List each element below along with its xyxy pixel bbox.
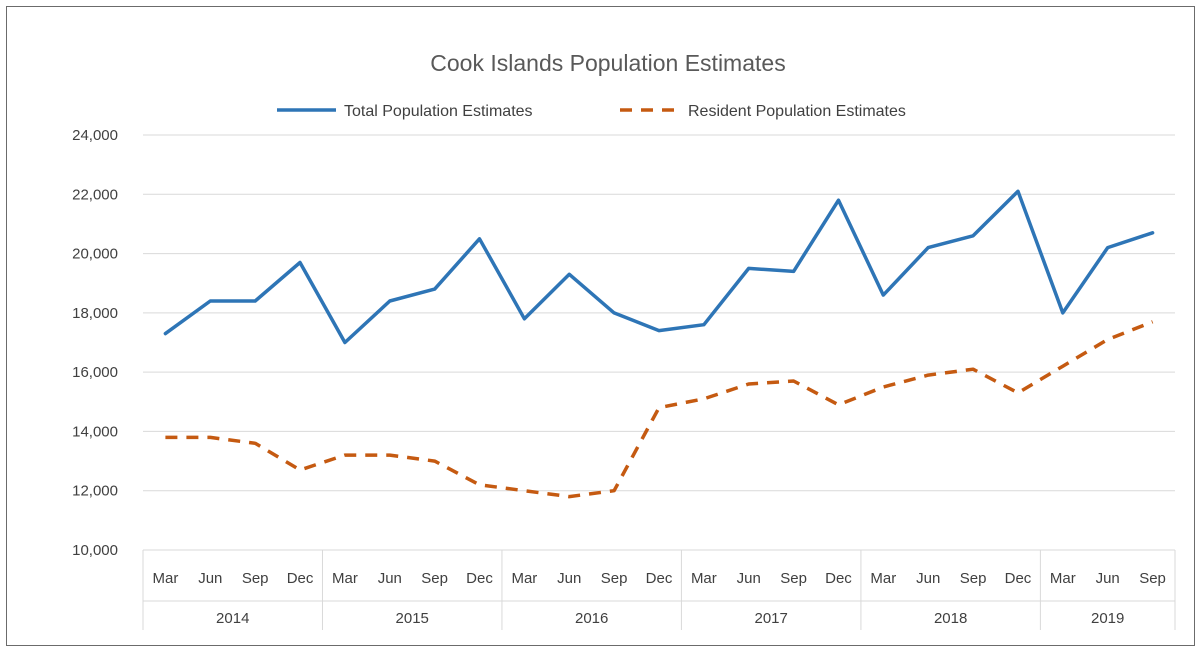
chart-area[interactable] — [6, 6, 1195, 646]
x-tick-label: Mar — [153, 570, 179, 587]
x-tick-label: Mar — [870, 570, 896, 587]
x-tick-label: Jun — [737, 570, 761, 587]
y-tick-label: 18,000 — [72, 305, 118, 322]
x-axis: Mar Jun Sep Dec Mar Jun Sep Dec Mar Jun Sep Dec Mar J… — [142, 549, 1176, 630]
x-tick-label: Mar — [1050, 570, 1076, 587]
y-tick-label: 24,000 — [72, 127, 118, 144]
y-tick-label: 10,000 — [72, 542, 118, 559]
x-tick-label: Sep — [960, 570, 987, 587]
gridlines — [143, 134, 1175, 492]
legend-label-0: Total Population Estimates — [344, 103, 533, 120]
x-tick-label: Dec — [1005, 570, 1032, 587]
x-tick-label: Jun — [916, 570, 940, 587]
legend-label-1: Resident Population Estimates — [688, 103, 906, 120]
x-tick-label: Sep — [601, 570, 628, 587]
x-tick-label: Mar — [332, 570, 358, 587]
x-group-label: 2017 — [754, 610, 787, 627]
x-tick-label: Dec — [646, 570, 673, 587]
x-tick-label: Jun — [378, 570, 402, 587]
x-tick-label: Mar — [691, 570, 717, 587]
y-tick-label: 22,000 — [72, 186, 118, 203]
x-tick-label: Mar — [511, 570, 537, 587]
x-group-label: 2014 — [216, 610, 249, 627]
x-tick-label: Sep — [1139, 570, 1166, 587]
y-tick-label: 12,000 — [72, 483, 118, 500]
y-tick-label: 20,000 — [72, 246, 118, 263]
x-group-label: 2018 — [934, 610, 967, 627]
y-axis: 10,000 12,000 14,000 16,000 18,000 20,000 22,0… — [72, 127, 118, 559]
chart-title: Cook Islands Population Estimates — [430, 50, 785, 76]
x-tick-label: Jun — [557, 570, 581, 587]
series-group — [163, 189, 1155, 499]
x-tick-label: Sep — [242, 570, 269, 587]
x-tick-label: Dec — [466, 570, 493, 587]
series-line-1 — [165, 320, 1154, 499]
x-group-label: 2016 — [575, 610, 608, 627]
x-group-label: 2015 — [396, 610, 429, 627]
series-line-0 — [163, 189, 1155, 345]
x-tick-label: Sep — [780, 570, 807, 587]
x-tick-label: Dec — [287, 570, 314, 587]
legend[interactable]: Total Population Estimates Resident Popul… — [277, 103, 906, 120]
x-tick-label: Dec — [825, 570, 852, 587]
y-tick-label: 16,000 — [72, 364, 118, 381]
x-group-label: 2019 — [1091, 610, 1124, 627]
x-tick-label: Sep — [421, 570, 448, 587]
y-tick-label: 14,000 — [72, 423, 118, 440]
x-tick-label: Jun — [198, 570, 222, 587]
x-tick-label: Jun — [1096, 570, 1120, 587]
